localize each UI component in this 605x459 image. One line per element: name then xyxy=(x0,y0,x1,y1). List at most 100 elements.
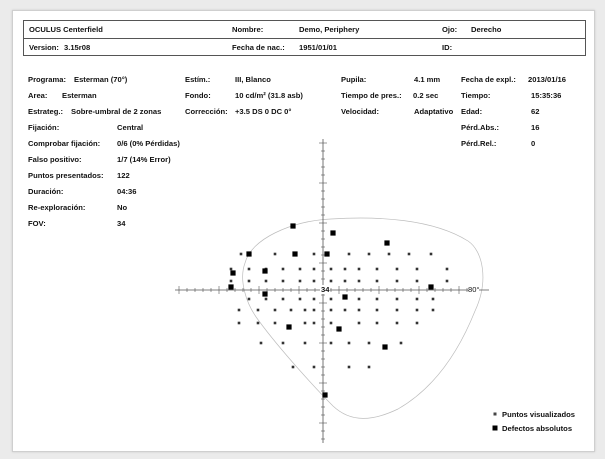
seen-point xyxy=(237,321,241,325)
seen-point xyxy=(407,252,411,256)
correccion-label: Corrección: xyxy=(185,107,228,116)
seen-point xyxy=(367,252,371,256)
seen-point xyxy=(429,252,433,256)
fecha-label: Fecha de expl.: xyxy=(461,75,516,84)
legend-seen-symbol xyxy=(493,412,497,416)
seen-point xyxy=(281,341,285,345)
defect-point xyxy=(228,284,234,290)
field-boundary xyxy=(242,217,484,419)
perd-rel-value: 0 xyxy=(531,139,536,148)
birth-value: 1951/01/01 xyxy=(299,43,338,52)
seen-point xyxy=(395,321,399,325)
defect-point xyxy=(336,326,342,332)
seen-point xyxy=(357,321,361,325)
eye-value: Derecho xyxy=(471,25,502,34)
fijacion-value: Central xyxy=(117,123,144,132)
seen-point xyxy=(329,297,333,301)
legend-defect-label: Defectos absolutos xyxy=(502,424,573,433)
seen-point xyxy=(239,252,243,256)
defect-point xyxy=(342,294,348,300)
defect-point xyxy=(286,324,292,330)
velocidad-label: Velocidad: xyxy=(341,107,379,116)
patient-header: OCULUS Centerfield Nombre: Demo, Periphe… xyxy=(23,20,586,56)
estrateg-value: Sobre-umbral de 2 zonas xyxy=(71,107,162,116)
seen-point xyxy=(303,341,307,345)
seen-point xyxy=(329,279,333,283)
programa-value: Esterman (70°) xyxy=(74,75,128,84)
defect-point xyxy=(290,223,296,229)
seen-point xyxy=(229,267,233,271)
fondo-value: 10 cd/m² (31.8 asb) xyxy=(235,91,303,100)
pupila-label: Pupila: xyxy=(341,75,367,84)
defect-point xyxy=(330,230,336,236)
header-row-1: OCULUS Centerfield Nombre: Demo, Periphe… xyxy=(24,21,585,38)
device-name: OCULUS Centerfield xyxy=(29,25,103,34)
seen-point xyxy=(415,321,419,325)
tiempo-pres-label: Tiempo de pres.: xyxy=(341,91,402,100)
seen-point xyxy=(312,279,316,283)
id-label: ID: xyxy=(442,43,453,52)
programa-label: Programa: xyxy=(28,75,66,84)
seen-point xyxy=(415,308,419,312)
seen-point xyxy=(312,308,316,312)
seen-point xyxy=(312,365,316,369)
seen-point xyxy=(329,267,333,271)
defect-point xyxy=(324,251,330,257)
legend-defect-symbol xyxy=(492,425,498,431)
seen-point xyxy=(445,279,449,283)
seen-point xyxy=(367,365,371,369)
seen-point xyxy=(312,252,316,256)
defect-point xyxy=(262,268,268,274)
axis-ticks xyxy=(178,142,476,440)
axis-degree-label: 80° xyxy=(468,285,480,294)
seen-point xyxy=(395,297,399,301)
seen-point xyxy=(312,267,316,271)
perd-abs-value: 16 xyxy=(531,123,540,132)
seen-point xyxy=(347,365,351,369)
seen-point xyxy=(357,267,361,271)
seen-point xyxy=(256,321,260,325)
puntos-value: 122 xyxy=(117,171,130,180)
falso-value: 1/7 (14% Error) xyxy=(117,155,171,164)
seen-point xyxy=(264,279,268,283)
seen-point xyxy=(343,279,347,283)
comprobar-label: Comprobar fijación: xyxy=(28,139,101,148)
comprobar-value: 0/6 (0% Pérdidas) xyxy=(117,139,180,148)
seen-point xyxy=(375,308,379,312)
seen-point xyxy=(298,279,302,283)
fondo-label: Fondo: xyxy=(185,91,211,100)
seen-point xyxy=(357,297,361,301)
seen-point xyxy=(273,252,277,256)
seen-point xyxy=(291,365,295,369)
seen-point xyxy=(375,297,379,301)
defect-point xyxy=(384,240,390,246)
estrateg-label: Estrateg.: xyxy=(28,107,64,116)
seen-point xyxy=(347,252,351,256)
seen-point xyxy=(375,321,379,325)
seen-point xyxy=(329,321,333,325)
seen-point xyxy=(431,297,435,301)
version-value: 3.15r08 xyxy=(64,43,91,52)
visual-field-plot xyxy=(175,139,498,443)
seen-point xyxy=(399,341,403,345)
seen-point xyxy=(281,279,285,283)
duracion-label: Duración: xyxy=(28,187,64,196)
seen-point xyxy=(387,252,391,256)
center-value: 34 xyxy=(320,285,331,294)
seen-point xyxy=(357,308,361,312)
seen-point xyxy=(375,279,379,283)
fov-value: 34 xyxy=(117,219,126,228)
estim-value: III, Blanco xyxy=(235,75,271,84)
defect-point xyxy=(322,392,328,398)
estim-label: Estím.: xyxy=(185,75,211,84)
fijacion-label: Fijación: xyxy=(28,123,60,132)
defect-point xyxy=(382,344,388,350)
seen-point xyxy=(303,321,307,325)
tiempo-value: 15:35:36 xyxy=(531,91,562,100)
defect-point xyxy=(262,291,268,297)
pupila-value: 4.1 mm xyxy=(414,75,441,84)
fov-label: FOV: xyxy=(28,219,46,228)
seen-point xyxy=(289,308,293,312)
seen-point xyxy=(431,308,435,312)
seen-point xyxy=(395,308,399,312)
